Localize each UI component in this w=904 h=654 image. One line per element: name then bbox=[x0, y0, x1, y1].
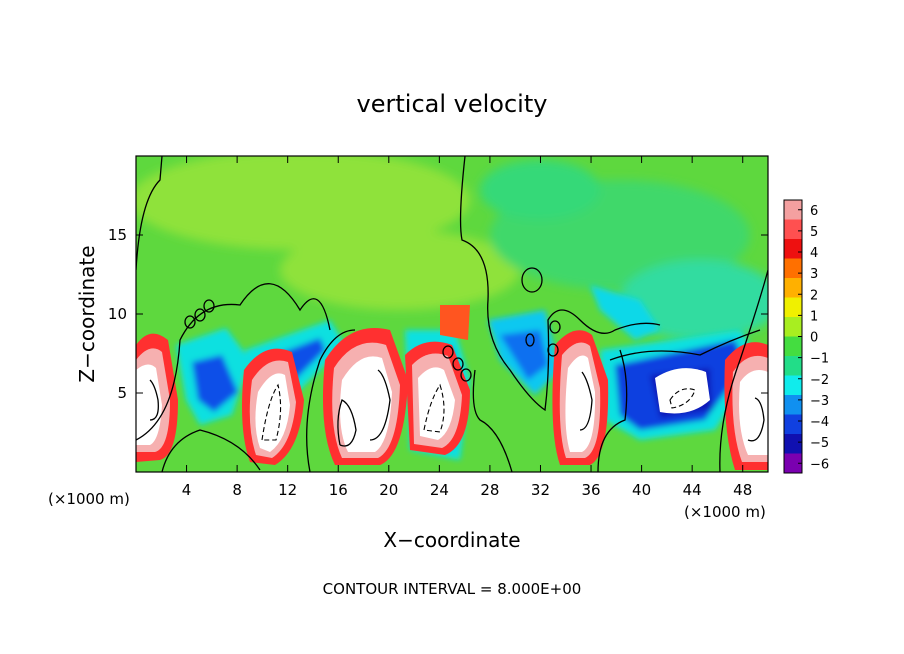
x-tick-label: 20 bbox=[379, 481, 398, 499]
x-tick-label: 16 bbox=[329, 481, 348, 499]
x-unit-right: (×1000 m) bbox=[684, 503, 766, 521]
colorbar-swatch bbox=[784, 297, 802, 318]
colorbar-tick-label: 6 bbox=[810, 204, 818, 219]
zero-contour bbox=[597, 349, 628, 472]
zero-contour bbox=[161, 429, 261, 472]
colorbar-swatch bbox=[784, 356, 802, 376]
colorbar-tick-label: 3 bbox=[810, 267, 818, 282]
colorbar-swatch bbox=[784, 317, 802, 337]
colorbar-tick-label: −2 bbox=[810, 373, 829, 388]
colorbar-swatch bbox=[784, 200, 802, 220]
x-tick-label: 36 bbox=[581, 481, 600, 499]
zero-contour bbox=[609, 329, 761, 361]
colorbar-swatch bbox=[784, 434, 802, 454]
colorbar-tick-label: 5 bbox=[810, 225, 818, 240]
colorbar-swatch bbox=[784, 453, 802, 474]
x-tick-label: 4 bbox=[182, 481, 192, 499]
x-unit-left: (×1000 m) bbox=[48, 490, 130, 508]
colorbar-tick-label: −6 bbox=[810, 457, 829, 472]
x-tick-label: 48 bbox=[733, 481, 752, 499]
y-tick-label: 5 bbox=[117, 384, 127, 402]
colorbar-tick-label: 1 bbox=[810, 309, 818, 324]
x-tick-label: 8 bbox=[232, 481, 242, 499]
x-tick-label: 32 bbox=[531, 481, 550, 499]
x-tick-label: 28 bbox=[480, 481, 499, 499]
colorbar-tick-label: 2 bbox=[810, 288, 818, 303]
colorbar-swatch bbox=[784, 219, 802, 240]
colorbar-tick-label: −3 bbox=[810, 394, 829, 409]
zero-contour bbox=[459, 156, 661, 412]
background-shading bbox=[136, 156, 768, 340]
x-tick-label: 40 bbox=[632, 481, 651, 499]
zero-contour bbox=[136, 156, 163, 271]
colorbar-tick-label: −1 bbox=[810, 352, 829, 367]
colorbar-swatch bbox=[784, 336, 802, 357]
colorbar-tick-label: −5 bbox=[810, 436, 829, 451]
y-axis-label: Z−coordinate bbox=[75, 245, 99, 382]
zero-contour bbox=[719, 269, 768, 472]
zero-contour bbox=[472, 369, 513, 472]
chart-title: vertical velocity bbox=[357, 90, 548, 118]
colorbar-tick-label: 4 bbox=[810, 246, 818, 261]
colorbar-swatch bbox=[784, 239, 802, 259]
negative-contours bbox=[261, 383, 696, 441]
plot-area bbox=[136, 156, 768, 472]
colorbar-swatch bbox=[784, 395, 802, 415]
x-tick-label: 24 bbox=[430, 481, 449, 499]
x-axis-label: X−coordinate bbox=[383, 528, 520, 552]
colorbar-swatch bbox=[784, 258, 802, 279]
y-axis-ticks: 5 10 15 bbox=[108, 226, 768, 402]
colorbar-swatch bbox=[784, 375, 802, 396]
colorbar-tick-label: −4 bbox=[810, 415, 829, 430]
y-tick-label: 10 bbox=[108, 305, 127, 323]
contour-lines bbox=[136, 156, 768, 472]
zero-contour bbox=[136, 283, 331, 441]
colorbar-tick-label: 0 bbox=[810, 331, 818, 346]
colorbar: 6 5 4 3 2 1 0 −1 −2 −3 −4 −5 −6 bbox=[783, 199, 829, 474]
x-tick-label: 44 bbox=[683, 481, 702, 499]
contour-interval-label: CONTOUR INTERVAL = 8.000E+00 bbox=[323, 580, 582, 598]
colorbar-swatch bbox=[784, 414, 802, 435]
zero-contour bbox=[306, 329, 356, 472]
colorbar-swatch bbox=[784, 278, 802, 298]
x-axis-ticks: 4 8 12 16 20 24 28 32 36 40 44 48 bbox=[182, 156, 752, 499]
x-tick-label: 12 bbox=[278, 481, 297, 499]
y-tick-label: 15 bbox=[108, 226, 127, 244]
